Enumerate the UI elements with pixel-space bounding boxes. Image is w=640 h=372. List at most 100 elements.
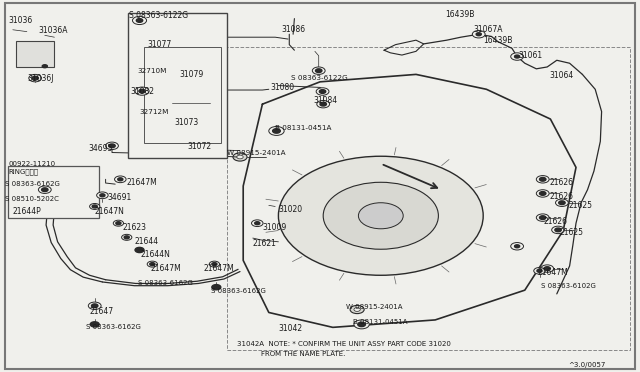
Circle shape [109,144,115,148]
Circle shape [358,203,403,229]
Circle shape [97,192,108,199]
Text: 21647: 21647 [90,307,114,316]
Circle shape [116,222,121,225]
Circle shape [194,77,203,83]
Circle shape [540,216,546,219]
Text: 31036: 31036 [8,16,33,25]
Circle shape [312,67,325,74]
Circle shape [515,55,520,58]
Text: S 08363-6162G: S 08363-6162G [138,280,193,286]
Circle shape [316,69,322,73]
Text: 32712M: 32712M [140,109,169,115]
Circle shape [135,247,144,253]
Circle shape [537,269,542,272]
Circle shape [212,263,217,266]
Text: 31080: 31080 [270,83,294,92]
Circle shape [320,102,326,106]
Circle shape [472,31,485,38]
Text: RINGリング: RINGリング [8,169,38,175]
Text: B 08131-0451A: B 08131-0451A [275,125,332,131]
Text: 21625: 21625 [560,228,584,237]
Circle shape [536,190,549,197]
Text: 31079: 31079 [179,70,204,79]
Text: 21644P: 21644P [13,207,42,216]
Circle shape [269,126,284,135]
Text: 31042: 31042 [278,324,303,333]
Text: 31064: 31064 [549,71,573,80]
Circle shape [323,182,438,249]
Text: 21623: 21623 [123,223,147,232]
Circle shape [106,142,118,150]
Circle shape [118,178,123,181]
Circle shape [278,156,483,275]
Circle shape [252,220,263,227]
Text: FROM THE NAME PLATE.: FROM THE NAME PLATE. [261,351,346,357]
Text: 31009: 31009 [262,223,287,232]
Circle shape [540,192,546,195]
Circle shape [147,261,157,267]
Text: S 08510-5202C: S 08510-5202C [5,196,59,202]
Circle shape [541,265,554,272]
Circle shape [136,19,143,22]
Text: W 08915-2401A: W 08915-2401A [346,304,402,310]
Text: 21626: 21626 [549,178,573,187]
Circle shape [552,226,564,234]
Text: S 08363-6102G: S 08363-6102G [541,283,596,289]
Circle shape [122,234,132,240]
Text: 31086: 31086 [282,25,306,34]
Bar [227,46,630,350]
Text: 32710M: 32710M [138,68,167,74]
Text: 31073: 31073 [174,118,198,126]
Circle shape [273,129,280,133]
Circle shape [90,203,100,209]
Text: 31072: 31072 [188,142,212,151]
Bar [128,13,227,158]
Text: 21647N: 21647N [95,207,125,216]
Text: 00922-11210: 00922-11210 [8,161,56,167]
Text: 21626: 21626 [544,217,568,226]
Text: 34695: 34695 [88,144,113,153]
Circle shape [511,243,524,250]
Circle shape [354,320,369,329]
Circle shape [139,89,145,93]
Circle shape [511,53,524,60]
Circle shape [556,199,568,206]
Text: 31036A: 31036A [38,26,68,35]
Circle shape [88,302,101,310]
Text: 16439B: 16439B [445,10,474,19]
Circle shape [540,177,546,181]
Circle shape [358,322,365,327]
Text: 31061: 31061 [518,51,543,60]
Circle shape [92,205,97,208]
Circle shape [317,100,330,108]
Text: 21644N: 21644N [141,250,171,259]
Circle shape [536,176,549,183]
Circle shape [255,222,260,225]
Bar [16,41,54,67]
Circle shape [42,188,48,192]
Circle shape [534,267,545,274]
Text: S 08363-6162G: S 08363-6162G [5,181,60,187]
Circle shape [319,90,326,93]
Text: 31036J: 31036J [28,74,54,83]
Circle shape [233,153,247,161]
Circle shape [209,261,220,267]
Bar [8,166,99,218]
Circle shape [316,88,329,95]
Circle shape [124,236,129,239]
Circle shape [132,16,147,25]
Circle shape [90,322,99,327]
Circle shape [32,76,38,80]
Circle shape [544,267,550,270]
Circle shape [115,176,126,183]
Text: S 08363-6162G: S 08363-6162G [211,288,266,294]
Circle shape [476,33,481,36]
Circle shape [150,263,155,266]
Circle shape [559,201,565,205]
Text: S 08363-6162G: S 08363-6162G [86,324,141,330]
Text: 21625: 21625 [568,201,593,210]
Text: 21626: 21626 [549,192,573,201]
Text: S 08363-6122G: S 08363-6122G [129,11,188,20]
Circle shape [42,65,47,68]
Circle shape [237,155,243,159]
